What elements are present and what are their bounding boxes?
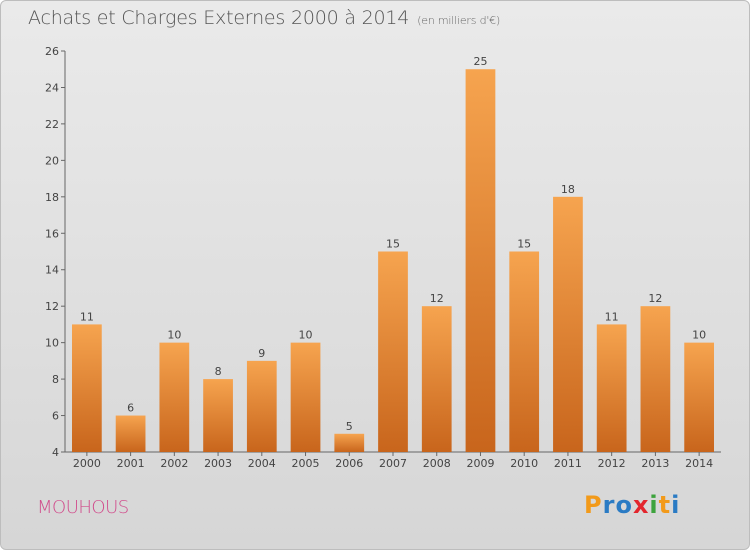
x-tick-label-2002: 2002 <box>160 457 188 470</box>
bar-2005 <box>290 342 321 452</box>
location-name: MOUHOUS <box>37 497 129 518</box>
data-label-2009: 25 <box>473 55 487 68</box>
logo-letter: i <box>671 491 681 519</box>
x-tick-label-2005: 2005 <box>292 457 320 470</box>
y-tick-label: 10 <box>45 337 59 350</box>
data-label-2001: 6 <box>127 402 134 415</box>
logo-letter: x <box>632 491 650 519</box>
data-label-2005: 10 <box>299 329 313 342</box>
y-tick-label: 18 <box>45 191 59 204</box>
y-tick-label: 12 <box>45 300 59 313</box>
logo-letter: r <box>602 491 616 519</box>
x-tick-label-2003: 2003 <box>204 457 232 470</box>
y-tick-label: 6 <box>52 410 59 423</box>
x-tick-label-2010: 2010 <box>510 457 538 470</box>
y-tick-label: 4 <box>52 446 59 459</box>
data-label-2010: 15 <box>517 238 531 251</box>
chart-title: Achats et Charges Externes 2000 à 2014 (e… <box>28 7 500 29</box>
x-tick-label-2013: 2013 <box>641 457 669 470</box>
data-label-2006: 5 <box>346 420 353 433</box>
bar-2004 <box>246 360 277 452</box>
y-tick-label: 20 <box>45 154 59 167</box>
data-label-2014: 10 <box>692 329 706 342</box>
bar-2009 <box>465 69 496 453</box>
logo-letter: i <box>649 491 659 519</box>
data-label-2004: 9 <box>258 347 265 360</box>
chart-unit-note: (en milliers d'€) <box>417 14 501 27</box>
bar-2002 <box>159 342 190 452</box>
chart-title-text: Achats et Charges Externes 2000 à 2014 <box>28 7 410 29</box>
data-label-2011: 18 <box>561 183 575 196</box>
proxiti-logo: Proxiti <box>584 491 680 519</box>
y-tick-label: 22 <box>45 118 59 131</box>
bar-chart: 4 6 8 10 12 14 16 18 20 22 24 26 2000 2001 2002 2003 200… <box>45 45 721 470</box>
logo-letter: o <box>615 491 633 519</box>
bar-2000 <box>71 324 102 452</box>
bar-2012 <box>596 324 627 452</box>
x-tick-label-2000: 2000 <box>73 457 101 470</box>
y-tick-label: 24 <box>45 81 59 94</box>
data-label-2003: 8 <box>215 365 222 378</box>
x-tick-label-2011: 2011 <box>554 457 582 470</box>
data-label-2002: 10 <box>167 329 181 342</box>
bar-2003 <box>203 379 233 452</box>
x-tick-label-2001: 2001 <box>117 457 145 470</box>
bar-2001 <box>115 415 146 452</box>
bar-2013 <box>640 306 671 452</box>
bar-2007 <box>378 251 408 452</box>
x-tick-label-2006: 2006 <box>335 457 363 470</box>
bar-2014 <box>684 342 715 452</box>
data-label-2007: 15 <box>386 238 400 251</box>
y-tick-label: 16 <box>45 227 59 240</box>
y-tick-label: 26 <box>45 45 59 58</box>
bar-2006 <box>334 433 365 452</box>
x-tick-label-2014: 2014 <box>685 457 713 470</box>
bar-2011 <box>553 196 583 452</box>
x-tick-label-2007: 2007 <box>379 457 407 470</box>
logo-letter: P <box>584 491 603 519</box>
x-tick-label-2008: 2008 <box>423 457 451 470</box>
logo-letter: t <box>658 491 672 519</box>
bar-2010 <box>509 251 540 452</box>
bar-2008 <box>421 306 452 452</box>
data-label-2008: 12 <box>430 292 444 305</box>
y-tick-label: 14 <box>45 264 59 277</box>
x-tick-label-2009: 2009 <box>466 457 494 470</box>
data-label-2000: 11 <box>80 310 94 323</box>
y-tick-label: 8 <box>52 373 59 386</box>
data-label-2013: 12 <box>648 292 662 305</box>
x-tick-label-2012: 2012 <box>598 457 626 470</box>
x-tick-label-2004: 2004 <box>248 457 276 470</box>
data-label-2012: 11 <box>605 310 619 323</box>
